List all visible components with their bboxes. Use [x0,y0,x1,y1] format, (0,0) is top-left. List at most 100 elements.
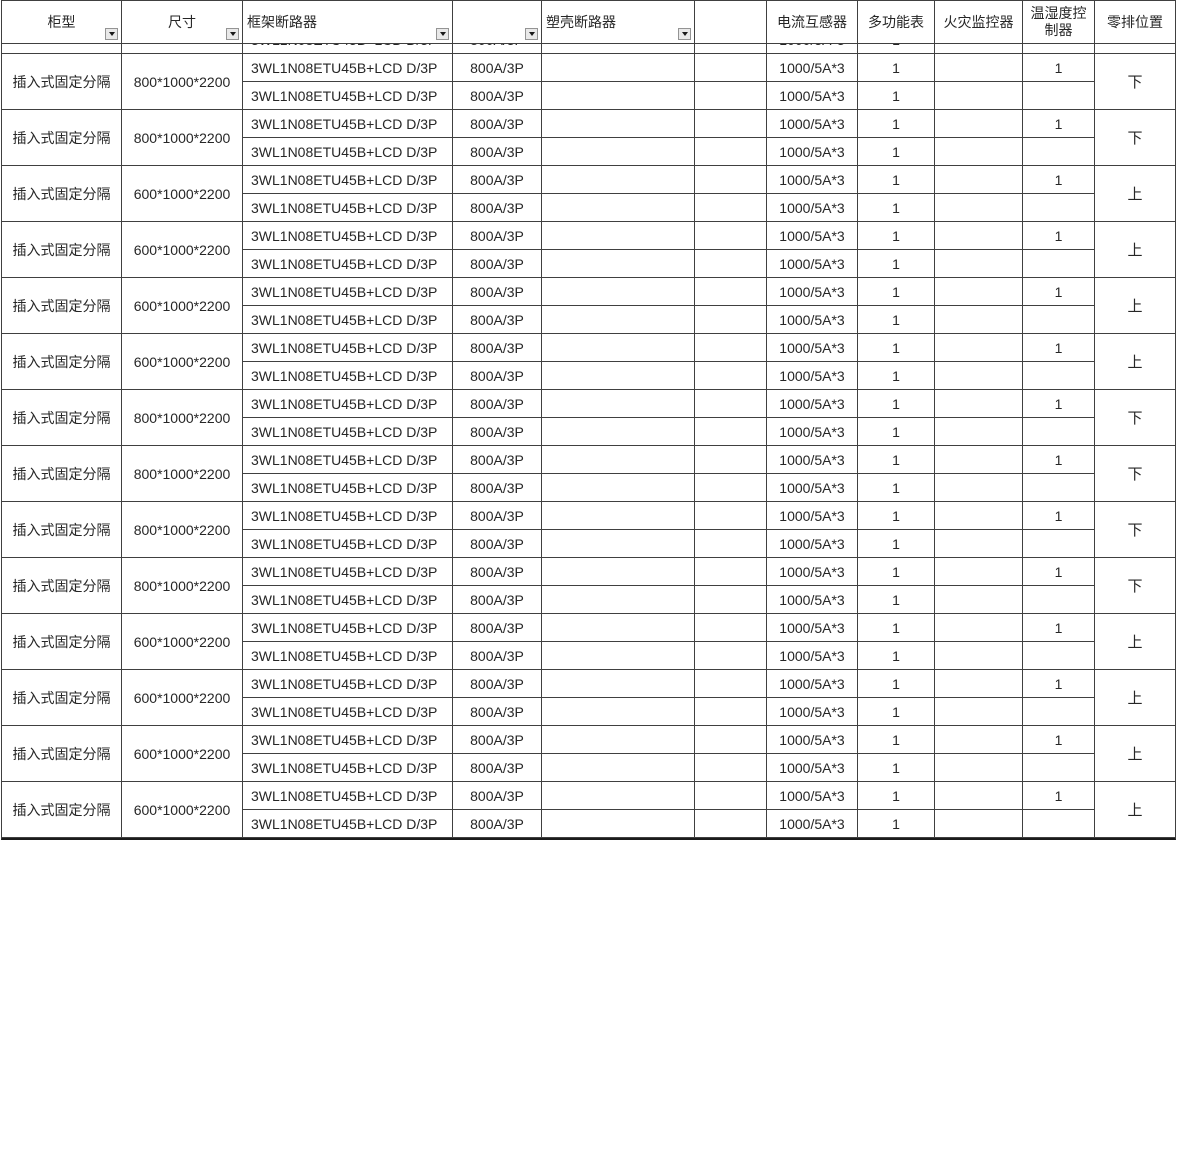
molded-breaker-cell[interactable] [542,138,695,166]
neutral-position-cell[interactable]: 上 [1095,782,1175,838]
molded-rating-cell[interactable] [695,446,767,474]
temp-humidity-cell[interactable]: 1 [1023,110,1095,138]
multifunction-meter-cell[interactable]: 1 [858,474,935,502]
multifunction-meter-cell[interactable]: 1 [858,306,935,334]
current-transformer-cell[interactable]: 1000/5A*3 [767,362,858,390]
frame-breaker-cell[interactable]: 3WL1N08ETU45B+LCD D/3P [243,810,453,838]
temp-humidity-cell[interactable]: 1 [1023,502,1095,530]
molded-breaker-cell[interactable] [542,166,695,194]
frame-breaker-cell[interactable]: 3WL1N08ETU45B+LCD D/3P [243,250,453,278]
frame-rating-cell[interactable]: 800A/3P [453,334,542,362]
fire-monitor-cell[interactable] [935,530,1023,558]
cabinet-type-cell[interactable]: 插入式固定分隔 [2,446,122,502]
molded-breaker-cell[interactable] [542,642,695,670]
molded-breaker-cell[interactable] [542,390,695,418]
size-cell[interactable]: 600*1000*2200 [122,726,243,782]
temp-humidity-cell[interactable]: 1 [1023,446,1095,474]
current-transformer-cell[interactable]: 1000/5A*3 [767,166,858,194]
molded-breaker-cell[interactable] [542,54,695,82]
fire-monitor-cell[interactable] [935,44,1023,54]
frame-rating-cell[interactable]: 800A/3P [453,110,542,138]
molded-breaker-cell[interactable] [542,586,695,614]
multifunction-meter-cell[interactable]: 1 [858,362,935,390]
frame-rating-cell[interactable]: 800A/3P [453,474,542,502]
cabinet-type-cell[interactable]: 插入式固定分隔 [2,670,122,726]
fire-monitor-cell[interactable] [935,418,1023,446]
size-cell[interactable]: 600*1000*2200 [122,334,243,390]
frame-breaker-cell[interactable]: 3WL1N08ETU45B+LCD D/3P [243,306,453,334]
molded-rating-cell[interactable] [695,586,767,614]
frame-rating-cell[interactable]: 800A/3P [453,586,542,614]
current-transformer-cell[interactable]: 1000/5A*3 [767,586,858,614]
molded-breaker-cell[interactable] [542,502,695,530]
fire-monitor-cell[interactable] [935,726,1023,754]
current-transformer-cell[interactable]: 1000/5A*3 [767,614,858,642]
neutral-position-cell[interactable]: 上 [1095,278,1175,334]
molded-breaker-cell[interactable] [542,782,695,810]
frame-breaker-cell[interactable]: 3WL1N08ETU45B+LCD D/3P [243,446,453,474]
molded-breaker-cell[interactable] [542,278,695,306]
molded-breaker-cell[interactable] [542,222,695,250]
molded-rating-cell[interactable] [695,782,767,810]
temp-humidity-cell[interactable] [1023,642,1095,670]
fire-monitor-cell[interactable] [935,558,1023,586]
current-transformer-cell[interactable]: 1000/5A*3 [767,334,858,362]
current-transformer-cell[interactable]: 1000/5A*3 [767,642,858,670]
fire-monitor-cell[interactable] [935,782,1023,810]
frame-breaker-cell[interactable]: 3WL1N08ETU45B+LCD D/3P [243,614,453,642]
frame-breaker-cell[interactable]: 3WL1N08ETU45B+LCD D/3P [243,698,453,726]
frame-breaker-cell[interactable]: 3WL1N08ETU45B+LCD D/3P [243,82,453,110]
frame-breaker-cell[interactable]: 3WL1N08ETU45B+LCD D/3P [243,558,453,586]
fire-monitor-cell[interactable] [935,670,1023,698]
fire-monitor-cell[interactable] [935,614,1023,642]
molded-rating-cell[interactable] [695,754,767,782]
frame-rating-cell[interactable]: 800A/3P [453,54,542,82]
fire-monitor-cell[interactable] [935,278,1023,306]
fire-monitor-cell[interactable] [935,698,1023,726]
temp-humidity-cell[interactable] [1023,474,1095,502]
frame-rating-cell[interactable]: 800A/3P [453,418,542,446]
frame-rating-cell[interactable]: 800A/3P [453,166,542,194]
temp-humidity-cell[interactable]: 1 [1023,670,1095,698]
temp-humidity-cell[interactable]: 1 [1023,390,1095,418]
molded-rating-cell[interactable] [695,166,767,194]
molded-breaker-cell[interactable] [542,474,695,502]
molded-breaker-cell[interactable] [542,530,695,558]
temp-humidity-cell[interactable] [1023,754,1095,782]
size-cell[interactable]: 800*1000*2200 [122,110,243,166]
molded-rating-cell[interactable] [695,474,767,502]
header-size[interactable]: 尺寸 [122,1,243,44]
size-cell[interactable]: 600*1000*2200 [122,670,243,726]
fire-monitor-cell[interactable] [935,250,1023,278]
frame-breaker-cell[interactable]: 3WL1N08ETU45B+LCD D/3P [243,670,453,698]
molded-rating-cell[interactable] [695,362,767,390]
frame-breaker-cell[interactable]: 3WL1N08ETU45B+LCD D/3P [243,54,453,82]
cabinet-type-cell[interactable]: 插入式固定分隔 [2,390,122,446]
multifunction-meter-cell[interactable]: 1 [858,390,935,418]
current-transformer-cell[interactable]: 1000/5A*3 [767,306,858,334]
multifunction-meter-cell[interactable]: 1 [858,642,935,670]
current-transformer-cell[interactable]: 1000/5A*3 [767,222,858,250]
multifunction-meter-cell[interactable]: 1 [858,726,935,754]
neutral-position-cell[interactable] [1095,44,1175,54]
cabinet-type-cell[interactable]: 插入式固定分隔 [2,502,122,558]
current-transformer-cell[interactable]: 1000/5A*3 [767,530,858,558]
molded-rating-cell[interactable] [695,82,767,110]
multifunction-meter-cell[interactable]: 1 [858,54,935,82]
fire-monitor-cell[interactable] [935,222,1023,250]
frame-breaker-cell[interactable]: 3WL1N08ETU45B+LCD D/3P [243,390,453,418]
filter-dropdown-icon[interactable] [436,28,449,40]
fire-monitor-cell[interactable] [935,306,1023,334]
header-cabinet-type[interactable]: 柜型 [2,1,122,44]
temp-humidity-cell[interactable]: 1 [1023,222,1095,250]
current-transformer-cell[interactable]: 1000/5A*3 [767,810,858,838]
frame-breaker-cell[interactable]: 3WL1N08ETU45B+LCD D/3P [243,110,453,138]
neutral-position-cell[interactable]: 下 [1095,54,1175,110]
frame-rating-cell[interactable]: 800A/3P [453,44,542,54]
frame-breaker-cell[interactable]: 3WL1N08ETU45B+LCD D/3P [243,782,453,810]
molded-rating-cell[interactable] [695,670,767,698]
filter-dropdown-icon[interactable] [678,28,691,40]
multifunction-meter-cell[interactable]: 1 [858,418,935,446]
current-transformer-cell[interactable]: 1000/5A*3 [767,138,858,166]
header-frame-breaker[interactable]: 框架断路器 [243,1,453,44]
